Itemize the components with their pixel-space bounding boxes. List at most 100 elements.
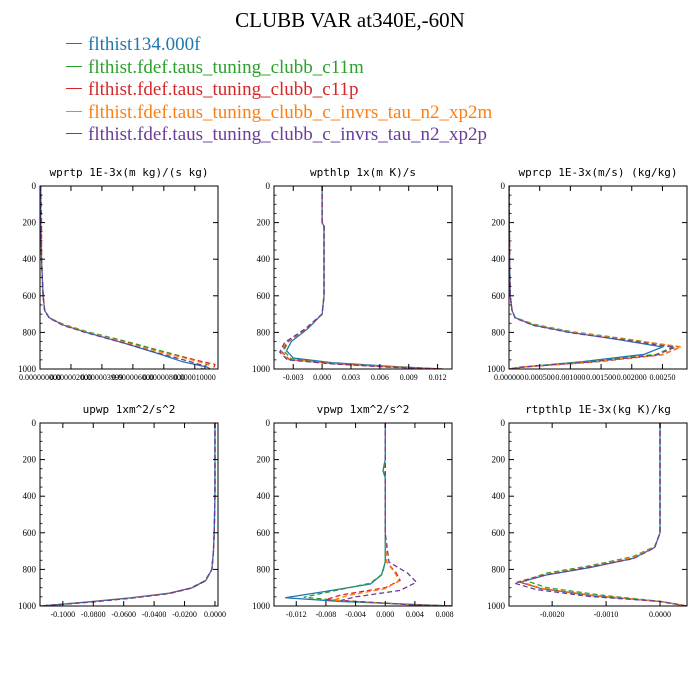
- y-tick-label: 800: [23, 327, 37, 337]
- x-tick-label: -0.008: [316, 610, 337, 619]
- series-line: [517, 423, 687, 606]
- y-tick-label: 1000: [487, 364, 506, 374]
- y-tick-label: 600: [23, 291, 37, 301]
- y-tick-label: 1000: [252, 601, 271, 611]
- legend-swatch: [66, 88, 82, 90]
- x-tick-label: -0.0600: [111, 610, 136, 619]
- y-tick-label: 800: [492, 564, 506, 574]
- series-line: [512, 423, 687, 606]
- y-tick-label: 200: [23, 218, 37, 228]
- x-tick-label: 0.000002000: [50, 373, 92, 382]
- plot-frame: [39, 422, 219, 607]
- series-line: [285, 186, 443, 369]
- x-tick-label: -0.003: [283, 373, 304, 382]
- y-tick-label: 400: [492, 491, 506, 501]
- x-tick-label: 0.000000: [494, 373, 524, 382]
- y-tick-label: 600: [492, 528, 506, 538]
- x-tick-label: 0.0000: [649, 610, 671, 619]
- chart-panel: upwp 1xm^2/s^2 0 200 400 600 800 1000 -0.1000 -0…: [18, 403, 226, 619]
- chart-panel: wpthlp 1x(m K)/s 0 200 400 600 800 1000 -0.003 0…: [252, 166, 453, 382]
- panel-title: wprcp 1E-3x(m/s) (kg/kg): [519, 166, 678, 179]
- chart-panel: rtpthlp 1E-3x(kg K)/kg 0 200 400 600 800 1000 -…: [487, 403, 688, 619]
- series-line: [509, 186, 684, 369]
- x-tick-label: 0.000010000: [174, 373, 216, 382]
- x-tick-label: -0.004: [345, 610, 366, 619]
- panel-title: wpthlp 1x(m K)/s: [310, 166, 416, 179]
- legend: flthist134.000f flthist.fdef.taus_tuning_…: [66, 34, 492, 147]
- series-line: [40, 186, 216, 369]
- y-tick-label: 0: [501, 181, 506, 191]
- chart-panel: vpwp 1xm^2/s^2 0 200 400 600 800 1000 -0.012 -0.…: [252, 403, 454, 619]
- x-tick-label: -0.0010: [594, 610, 619, 619]
- y-tick-label: 800: [257, 564, 271, 574]
- x-tick-label: 0.0000: [204, 610, 226, 619]
- series-line: [40, 423, 216, 606]
- x-tick-label: 0.000000000: [19, 373, 61, 382]
- y-tick-label: 200: [23, 455, 37, 465]
- y-tick-label: 1000: [18, 601, 37, 611]
- series-line: [285, 423, 452, 606]
- y-tick-label: 800: [257, 327, 271, 337]
- plot-frame: [273, 422, 453, 607]
- x-tick-label: 0.001500: [586, 373, 616, 382]
- y-tick-label: 600: [23, 528, 37, 538]
- y-tick-label: 400: [492, 254, 506, 264]
- legend-item: flthist.fdef.taus_tuning_clubb_c_invrs_t…: [66, 124, 492, 147]
- x-tick-label: 0.004: [406, 610, 424, 619]
- figure-title: CLUBB VAR at340E,-60N: [235, 8, 465, 32]
- y-tick-label: 0: [32, 181, 37, 191]
- y-tick-label: 1000: [487, 601, 506, 611]
- plot-frame: [508, 185, 688, 370]
- y-tick-label: 400: [23, 491, 37, 501]
- x-tick-label: 0.002000: [617, 373, 647, 382]
- legend-label: flthist.fdef.taus_tuning_clubb_c_invrs_t…: [88, 101, 493, 123]
- y-tick-label: 400: [257, 491, 271, 501]
- y-tick-label: 200: [257, 455, 271, 465]
- legend-swatch: [66, 65, 82, 67]
- x-tick-label: -0.1000: [50, 610, 75, 619]
- x-tick-label: 0.001000: [555, 373, 585, 382]
- series-line: [517, 423, 687, 606]
- y-tick-label: 0: [266, 418, 271, 428]
- legend-label: flthist.fdef.taus_tuning_clubb_c11p: [88, 79, 359, 100]
- y-tick-label: 600: [257, 528, 271, 538]
- series-line: [517, 423, 687, 606]
- x-tick-label: 0.000: [376, 610, 394, 619]
- legend-swatch: [66, 43, 82, 45]
- y-tick-label: 200: [257, 218, 271, 228]
- series-line: [40, 423, 216, 606]
- series-line: [40, 423, 216, 606]
- y-tick-label: 800: [492, 327, 506, 337]
- y-tick-label: 400: [257, 254, 271, 264]
- legend-swatch: [66, 133, 82, 135]
- y-tick-label: 200: [492, 218, 506, 228]
- y-tick-label: 0: [32, 418, 37, 428]
- y-tick-label: 0: [266, 181, 271, 191]
- y-tick-label: 0: [501, 418, 506, 428]
- x-tick-label: -0.0400: [142, 610, 167, 619]
- legend-item: flthist.fdef.taus_tuning_clubb_c11m: [66, 57, 492, 80]
- series-line: [509, 186, 678, 369]
- legend-label: flthist.fdef.taus_tuning_clubb_c_invrs_t…: [88, 124, 487, 145]
- y-tick-label: 800: [23, 564, 37, 574]
- y-tick-label: 1000: [18, 364, 37, 374]
- chart-panel: wprcp 1E-3x(m/s) (kg/kg) 0 200 400 600 800 100…: [487, 166, 688, 382]
- series-line: [325, 423, 452, 606]
- x-tick-label: 0.000006000: [112, 373, 154, 382]
- x-tick-label: 0.000003999: [81, 373, 123, 382]
- x-tick-label: 0.012: [429, 373, 447, 382]
- series-line: [340, 423, 452, 606]
- series-line: [278, 186, 443, 369]
- series-line: [523, 423, 687, 606]
- series-line: [40, 423, 216, 606]
- panel-title: rtpthlp 1E-3x(kg K)/kg: [525, 403, 671, 416]
- x-tick-label: 0.000: [313, 373, 331, 382]
- x-tick-label: 0.009: [400, 373, 418, 382]
- legend-swatch: [66, 110, 82, 112]
- legend-item: flthist134.000f: [66, 34, 492, 57]
- x-tick-label: -0.012: [286, 610, 307, 619]
- x-tick-label: 0.006: [371, 373, 389, 382]
- x-tick-label: 0.000500: [525, 373, 555, 382]
